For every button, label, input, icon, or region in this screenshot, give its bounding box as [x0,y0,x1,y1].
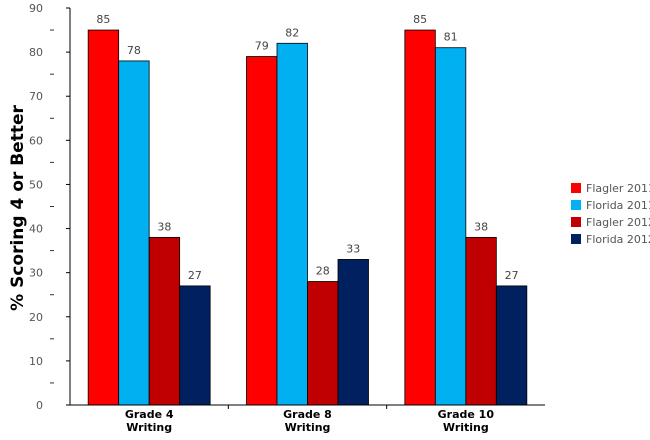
bar [87,29,120,406]
y-tick-label: 80 [29,46,43,59]
data-label: 38 [474,220,488,233]
legend-swatch [571,200,581,210]
y-tick-label: 40 [29,223,43,236]
x-category-label-line: Writing [126,421,172,434]
x-category-label-line: Grade 10 [438,408,495,421]
data-label: 28 [316,264,330,277]
data-label: 79 [255,40,269,53]
data-label: 85 [96,13,110,26]
bar [307,281,339,406]
bar [434,47,467,406]
x-category-label-line: Grade 4 [125,408,174,421]
legend-label: Flagler 2012 [586,216,650,229]
legend-swatch [571,217,581,227]
legend-label: Flagler 2011 [586,182,650,195]
y-tick-label: 30 [29,267,43,280]
bar [148,236,181,406]
bar [404,29,436,406]
y-tick-label: 70 [29,90,43,103]
x-category-label: Grade 10 Writing [438,408,495,434]
data-labels: 85 78 38 27 79 82 28 33 85 81 38 27 [96,13,518,282]
legend-label: Florida 2012 [586,233,650,246]
bar [276,42,308,406]
x-category-label-line: Writing [443,421,489,434]
y-tick-label: 10 [29,355,43,368]
bar [246,56,278,406]
legend-swatch [571,183,581,193]
data-label: 85 [413,13,427,26]
legend-label: Florida 2011 [586,199,650,212]
data-label: 78 [127,44,141,57]
y-axis: 0 10 20 30 40 50 60 70 80 90 [29,2,71,412]
data-label: 27 [505,269,519,282]
y-tick-label: 60 [29,134,43,147]
bar [465,236,497,406]
x-category-label: Grade 4 Writing [125,408,174,434]
legend-swatch [571,234,581,244]
x-category-label-line: Grade 8 [283,408,332,421]
bars [87,29,528,406]
bar [495,285,528,406]
bar [337,259,369,406]
data-label: 27 [188,269,202,282]
data-label: 81 [444,31,458,44]
x-category-label: Grade 8 Writing [283,408,332,434]
bar [179,285,211,406]
x-category-label-line: Writing [285,421,331,434]
data-label: 82 [285,26,299,39]
y-tick-label: 20 [29,311,43,324]
legend: Flagler 2011 Florida 2011 Flagler 2012 Flor… [571,182,650,246]
bar [118,60,150,406]
y-tick-label: 50 [29,178,43,191]
y-axis-title: % Scoring 4 or Better [8,105,28,311]
y-tick-label: 90 [29,2,43,15]
data-label: 33 [346,242,360,255]
data-label: 38 [157,220,171,233]
y-tick-label: 0 [36,399,43,412]
